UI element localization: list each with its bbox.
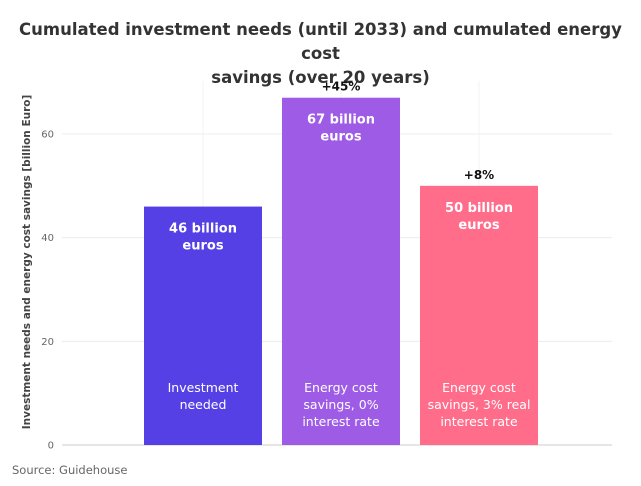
chart-title-line-1: Cumulated investment needs (until 2033) …	[19, 20, 622, 63]
bar-value-label-2-1: euros	[458, 218, 499, 233]
bar-category-label-2-2: interest rate	[440, 414, 518, 429]
bar-value-label-1-0: 67 billion	[307, 113, 375, 128]
bar-2	[420, 185, 538, 446]
bar-value-label-2-0: 50 billion	[445, 201, 513, 216]
y-tick-label-40: 40	[41, 233, 54, 244]
y-axis-label: Investment needs and energy cost savings…	[21, 95, 33, 430]
bar-category-label-1-1: savings, 0%	[303, 397, 378, 412]
bar-category-label-2-1: savings, 3% real	[428, 397, 531, 412]
bar-0	[144, 206, 262, 445]
bar-1	[282, 97, 400, 445]
y-tick-label-60: 60	[41, 130, 54, 141]
y-tick-label-20: 20	[41, 337, 54, 348]
bar-value-label-1-1: euros	[320, 130, 361, 145]
bar-value-label-0-1: euros	[182, 239, 223, 254]
bar-annotation-1: +45%	[322, 80, 361, 94]
bar-annotation-2: +8%	[464, 168, 494, 182]
source-note: Source: Guidehouse	[12, 463, 128, 477]
bar-category-label-1-0: Energy cost	[304, 380, 378, 395]
bar-category-label-0-0: Investment	[168, 380, 239, 395]
chart-title: Cumulated investment needs (until 2033) …	[0, 18, 641, 90]
bar-category-label-0-1: needed	[180, 397, 227, 412]
bar-value-label-0-0: 46 billion	[169, 222, 237, 237]
y-tick-label-0: 0	[48, 441, 54, 452]
bar-category-label-2-0: Energy cost	[442, 380, 516, 395]
bar-category-label-1-2: interest rate	[302, 414, 380, 429]
chart-title-line-2: savings (over 20 years)	[211, 68, 430, 87]
